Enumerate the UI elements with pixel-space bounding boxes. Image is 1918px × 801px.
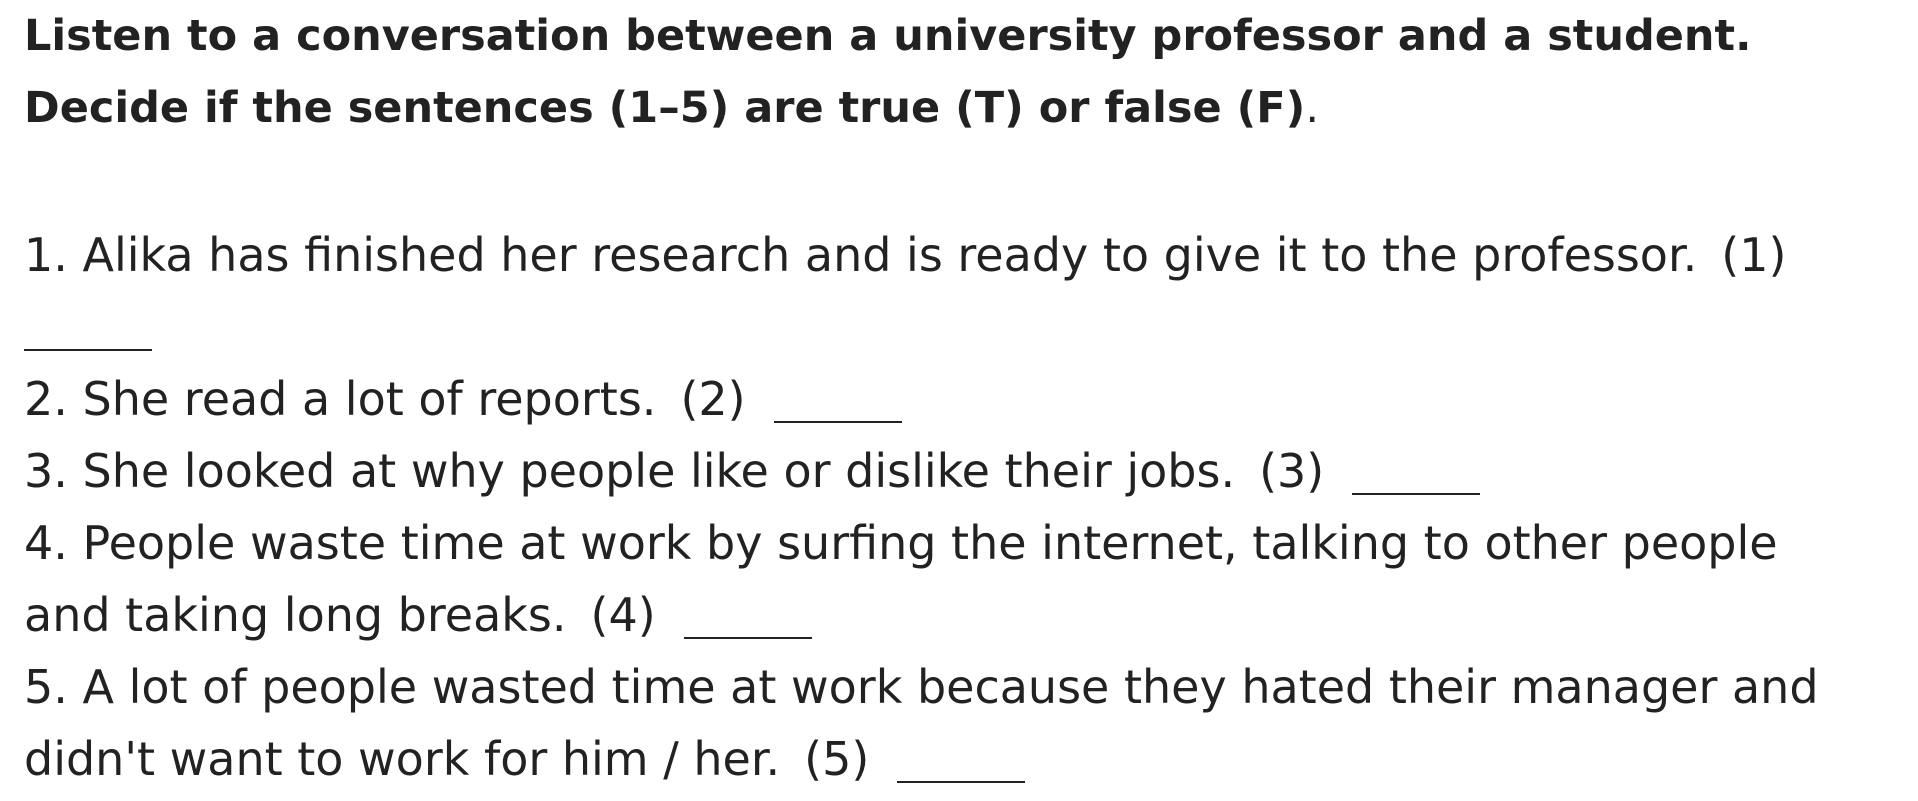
instruction-period: . bbox=[1305, 83, 1319, 133]
question-4-text-2: and taking long breaks. bbox=[24, 588, 567, 642]
question-5: 5. A lot of people wasted time at work b… bbox=[24, 651, 1894, 723]
instruction-line-2-text: Decide if the sentences (1–5) are true (… bbox=[24, 83, 1306, 133]
question-1: 1. Alika has finished her research and i… bbox=[24, 219, 1894, 291]
question-5-text-2: didn't want to work for him / her. bbox=[24, 732, 781, 786]
answer-blank-3[interactable] bbox=[1352, 493, 1481, 495]
question-4-text: 4. People waste time at work by surfing … bbox=[24, 516, 1778, 570]
question-4-continued: and taking long breaks. (4) bbox=[24, 579, 1894, 651]
question-3: 3. She looked at why people like or disl… bbox=[24, 435, 1894, 507]
question-2: 2. She read a lot of reports. (2) bbox=[24, 363, 1894, 435]
exercise-page: Listen to a conversation between a unive… bbox=[24, 0, 1894, 795]
answer-blank-5[interactable] bbox=[897, 781, 1026, 783]
question-5-ref: (5) bbox=[804, 732, 870, 786]
question-3-ref: (3) bbox=[1259, 444, 1325, 498]
question-2-text: 2. She read a lot of reports. bbox=[24, 372, 657, 426]
instruction-line-1: Listen to a conversation between a unive… bbox=[24, 11, 1752, 61]
question-1-text: 1. Alika has finished her research and i… bbox=[24, 228, 1698, 282]
answer-blank-1[interactable] bbox=[24, 349, 152, 351]
question-5-text: 5. A lot of people wasted time at work b… bbox=[24, 660, 1819, 714]
answer-blank-4[interactable] bbox=[683, 637, 812, 639]
instruction-line-2: Decide if the sentences (1–5) are true (… bbox=[24, 72, 1894, 144]
instructions: Listen to a conversation between a unive… bbox=[24, 0, 1894, 144]
question-4-ref: (4) bbox=[590, 588, 656, 642]
question-4: 4. People waste time at work by surfing … bbox=[24, 507, 1894, 579]
spacer bbox=[24, 144, 1894, 219]
question-5-continued: didn't want to work for him / her. (5) bbox=[24, 723, 1894, 795]
question-1-ref: (1) bbox=[1721, 228, 1787, 282]
question-2-ref: (2) bbox=[680, 372, 746, 426]
question-list: 1. Alika has finished her research and i… bbox=[24, 219, 1894, 795]
question-1-answer-line bbox=[24, 291, 1894, 363]
question-3-text: 3. She looked at why people like or disl… bbox=[24, 444, 1236, 498]
answer-blank-2[interactable] bbox=[773, 421, 902, 423]
